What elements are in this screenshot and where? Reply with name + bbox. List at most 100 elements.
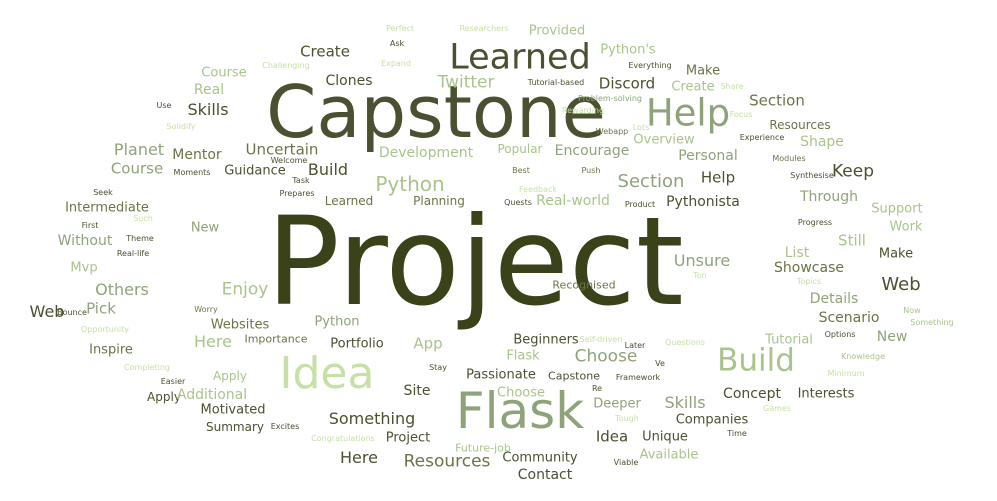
word: Future-job — [455, 441, 511, 455]
word: Use — [156, 101, 172, 110]
word: Mentor — [172, 147, 222, 163]
word: Web — [881, 274, 921, 295]
word: Create — [671, 79, 715, 95]
word: Planning — [413, 194, 465, 208]
word: Problem-solving — [578, 94, 642, 103]
word: Support — [871, 201, 923, 217]
word: Choose — [574, 346, 638, 367]
word: Tough — [615, 414, 639, 423]
word: Seek — [93, 188, 113, 197]
word: Concept — [723, 386, 781, 402]
word: Pick — [86, 299, 116, 318]
word: New — [190, 220, 220, 236]
word: Help — [645, 91, 731, 135]
word: Work — [889, 219, 923, 235]
word: Flask — [506, 348, 540, 364]
word: Pythonista — [666, 194, 740, 210]
word: Guidance — [224, 163, 286, 179]
word: Beginners — [513, 332, 579, 348]
word: Rewarding — [561, 106, 605, 115]
word: Apply — [213, 369, 247, 383]
word: Python — [314, 314, 360, 330]
word: Site — [403, 383, 431, 399]
word: Unique — [642, 429, 688, 445]
word: Section — [617, 171, 685, 192]
word: Researchers — [459, 24, 509, 33]
word: Opportunity — [80, 325, 130, 334]
word: Games — [763, 404, 791, 413]
word: Later — [624, 341, 646, 350]
word: Create — [300, 42, 350, 61]
word: Tutorial — [765, 332, 813, 348]
word: Time — [727, 429, 747, 438]
word: Webapp — [595, 127, 629, 136]
word: Scenario — [818, 310, 880, 326]
word: Solidify — [166, 122, 196, 131]
word: Something — [910, 318, 954, 327]
word: Websites — [210, 317, 270, 333]
word: Minimum — [827, 369, 865, 378]
word: Here — [340, 448, 378, 467]
word: Inspire — [89, 342, 133, 358]
word: Idea — [279, 348, 375, 399]
word: Still — [838, 231, 866, 250]
word: Real-world — [536, 193, 610, 209]
word: Clones — [325, 73, 373, 89]
word: Experience — [739, 133, 785, 142]
word: Re — [591, 384, 603, 393]
word: Real — [193, 82, 225, 98]
word: Product — [624, 200, 656, 209]
word: Apply — [147, 390, 181, 404]
word: Task — [292, 176, 310, 185]
word: Share — [720, 82, 744, 91]
word: Idea — [595, 427, 629, 446]
word: Twitter — [437, 72, 495, 93]
word: Python — [375, 172, 445, 196]
word: Showcase — [774, 260, 844, 276]
word: Recognised — [552, 278, 616, 292]
word: Flask — [455, 382, 585, 440]
word: Choose — [497, 385, 545, 401]
word: Perfect — [385, 24, 415, 33]
word: Skills — [187, 100, 229, 119]
word: First — [81, 221, 99, 230]
word: Worry — [194, 305, 218, 314]
word: Motivated — [200, 402, 266, 418]
word: List — [784, 245, 810, 261]
word: Ton — [693, 271, 707, 280]
word: Resources — [769, 118, 831, 132]
word: Without — [57, 233, 113, 249]
word: Best — [512, 166, 530, 175]
word: Ask — [389, 39, 405, 48]
word: Questions — [665, 338, 705, 347]
word: Interests — [797, 386, 855, 402]
word: Unsure — [673, 251, 731, 270]
word: Tutorial-based — [527, 78, 585, 87]
word: Learned — [449, 37, 591, 78]
word: Community — [502, 450, 578, 466]
word: Moments — [173, 168, 211, 177]
word: Companies — [675, 412, 749, 428]
word: Importance — [244, 332, 308, 346]
word: Project — [385, 430, 431, 446]
word: New — [876, 329, 908, 345]
word: Additional — [176, 387, 248, 403]
word: Everything — [628, 61, 672, 70]
word: Real-life — [116, 249, 150, 258]
word: Here — [194, 332, 232, 351]
word: Encourage — [554, 143, 630, 159]
word: Ve — [655, 359, 665, 368]
word: Portfolio — [330, 336, 384, 352]
word: Modules — [772, 154, 806, 163]
word: Theme — [126, 234, 154, 243]
word: Push — [581, 166, 601, 175]
word: Focus — [729, 110, 753, 119]
word: Capstone — [548, 369, 600, 383]
word: Provided — [528, 23, 586, 39]
word: Make — [878, 246, 914, 262]
word: Capstone — [266, 70, 606, 154]
word: Such — [133, 214, 153, 223]
word: Synthesise — [790, 171, 834, 180]
word: Section — [749, 91, 805, 110]
